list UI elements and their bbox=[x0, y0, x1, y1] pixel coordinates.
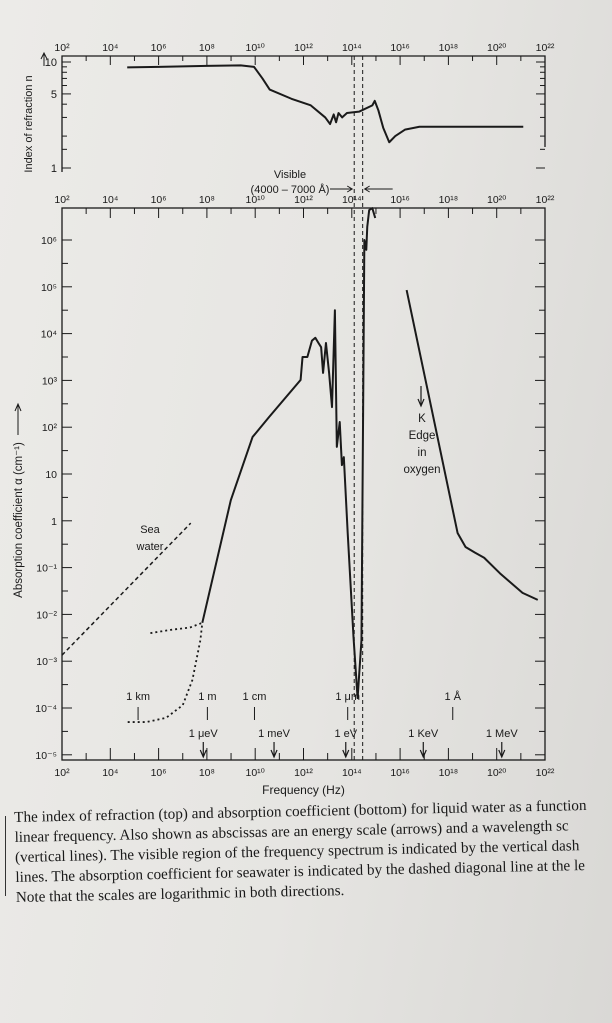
x-tick-label: 10² bbox=[54, 767, 70, 779]
y-tick-label: 10 bbox=[45, 57, 57, 69]
x-tick-label-top: 10² bbox=[54, 194, 70, 206]
arrow-down-icon bbox=[199, 742, 207, 759]
x-axis-label: Frequency (Hz) bbox=[262, 783, 345, 797]
y-tick-label: 10⁶ bbox=[41, 235, 57, 247]
x-tick-label: 10¹² bbox=[294, 767, 313, 779]
x-tick-label-top: 10⁸ bbox=[199, 194, 215, 206]
x-tick-label: 10²² bbox=[536, 42, 555, 54]
absorption-coefficient-chart: 10² 10² 10⁴ 10⁴ 10⁶ 10⁶ 10⁸ 10⁸ 10¹⁰ 10¹⁰ 10¹² 10¹²… bbox=[13, 56, 555, 797]
y-tick-label: 10⁵ bbox=[41, 282, 57, 294]
absorption-curve bbox=[405, 289, 539, 601]
y-tick-label: 5 bbox=[51, 89, 57, 101]
arrow-icon bbox=[40, 51, 48, 66]
y-tick-label: 10⁻⁵ bbox=[35, 750, 57, 762]
y-tick-label: 10⁻⁴ bbox=[35, 703, 57, 715]
visible-range-label: (4000 – 7000 Å) bbox=[251, 183, 330, 196]
x-tick-label-top: 10⁶ bbox=[151, 194, 167, 206]
arrow-down-icon bbox=[342, 742, 350, 759]
x-tick-label: 10¹⁶ bbox=[390, 42, 410, 54]
y-tick-label: 1 bbox=[51, 516, 57, 528]
arrow-right-icon bbox=[330, 185, 354, 193]
arrow-down-icon bbox=[498, 742, 506, 759]
plot-frame bbox=[61, 207, 546, 761]
visible-label: Visible bbox=[274, 169, 306, 181]
arrow-down-icon bbox=[419, 742, 427, 759]
y-tick-label: 10⁻² bbox=[36, 609, 57, 621]
low-frequency-dotted-curve bbox=[150, 621, 203, 635]
x-tick-label: 10⁴ bbox=[102, 42, 118, 54]
energy-marker-label: 1 eV bbox=[334, 728, 357, 740]
wavelength-marker-label: 1 Å bbox=[444, 690, 461, 703]
x-tick-label-top: 10¹⁰ bbox=[246, 194, 266, 206]
absorption-curve bbox=[201, 207, 377, 700]
x-tick-label: 10¹⁰ bbox=[246, 767, 266, 779]
y-axis-label: Absorption coefficient α (cm⁻¹) bbox=[13, 442, 25, 598]
x-tick-label: 10⁶ bbox=[151, 767, 167, 779]
x-tick-label-top: 10²⁰ bbox=[487, 194, 507, 206]
wavelength-marker-label: 1 km bbox=[126, 691, 150, 703]
x-tick-label: 10¹² bbox=[294, 42, 313, 54]
y-tick-label: 1 bbox=[51, 163, 57, 175]
arrow-left-icon bbox=[363, 185, 393, 193]
caption-rule bbox=[5, 816, 6, 896]
y-tick-label: 10 bbox=[45, 469, 57, 481]
figure: 10² 10⁴ 10⁶ 10⁸ 10¹⁰ 10¹² 10¹⁴ 10¹⁶ 10¹⁸ 10²⁰ 10²²… bbox=[13, 42, 555, 797]
energy-marker-label: 1 μeV bbox=[189, 728, 219, 740]
energy-marker-label: 1 meV bbox=[258, 728, 290, 740]
k-edge-label: K bbox=[418, 413, 426, 425]
arrow-down-icon bbox=[417, 386, 425, 408]
y-tick-label: 10⁴ bbox=[41, 329, 57, 341]
x-tick-label: 10⁸ bbox=[199, 42, 215, 54]
x-tick-label-top: 10¹⁴ bbox=[342, 194, 362, 206]
x-tick-label: 10²⁰ bbox=[487, 767, 507, 779]
sea-water-curve bbox=[61, 522, 192, 656]
refraction-curve bbox=[127, 64, 524, 144]
y-tick-label: 10² bbox=[42, 422, 58, 434]
energy-marker-label: 1 KeV bbox=[408, 728, 439, 740]
x-tick-label: 10¹⁴ bbox=[342, 767, 362, 779]
x-tick-label: 10¹⁶ bbox=[390, 767, 410, 779]
x-tick-label-top: 10²² bbox=[536, 194, 555, 206]
arrow-down-icon bbox=[270, 742, 278, 759]
x-tick-label: 10¹⁸ bbox=[439, 767, 459, 779]
y-tick-label: 10⁻³ bbox=[36, 656, 57, 668]
y-tick-label: 10³ bbox=[42, 375, 58, 387]
refraction-index-chart: 10² 10⁴ 10⁶ 10⁸ 10¹⁰ 10¹² 10¹⁴ 10¹⁶ 10¹⁸ 10²⁰ 10²²… bbox=[23, 42, 555, 196]
y-axis-label: Index of refraction n bbox=[23, 75, 35, 172]
energy-marker-label: 1 MeV bbox=[486, 728, 518, 740]
low-frequency-dotted-curve bbox=[127, 622, 204, 723]
k-edge-label: Edge bbox=[409, 430, 436, 442]
x-tick-label: 10⁴ bbox=[102, 767, 118, 779]
wavelength-marker-label: 1 m bbox=[198, 691, 216, 703]
sea-water-label: water bbox=[136, 541, 164, 553]
x-tick-label: 10¹⁴ bbox=[342, 42, 362, 54]
x-tick-label: 10²² bbox=[536, 767, 555, 779]
figure-caption: The index of refraction (top) and absorp… bbox=[14, 795, 612, 908]
x-tick-label: 10² bbox=[54, 42, 70, 54]
x-tick-label: 10¹⁸ bbox=[439, 42, 459, 54]
plot-frame bbox=[61, 55, 546, 172]
y-tick-label: 10⁻¹ bbox=[36, 563, 57, 575]
arrow-up-icon bbox=[14, 402, 22, 435]
x-tick-label-top: 10¹² bbox=[294, 194, 313, 206]
k-edge-label: oxygen bbox=[403, 464, 440, 476]
sea-water-label: Sea bbox=[140, 524, 160, 536]
x-tick-label-top: 10⁴ bbox=[102, 194, 118, 206]
x-tick-label: 10¹⁰ bbox=[246, 42, 266, 54]
x-tick-label-top: 10¹⁶ bbox=[390, 194, 410, 206]
x-tick-label: 10²⁰ bbox=[487, 42, 507, 54]
x-tick-label: 10⁶ bbox=[151, 42, 167, 54]
wavelength-marker-label: 1 cm bbox=[243, 691, 267, 703]
k-edge-label: in bbox=[418, 447, 427, 459]
x-tick-label-top: 10¹⁸ bbox=[439, 194, 459, 206]
x-tick-label: 10⁸ bbox=[199, 767, 215, 779]
wavelength-marker-label: 1 μm bbox=[335, 691, 360, 703]
